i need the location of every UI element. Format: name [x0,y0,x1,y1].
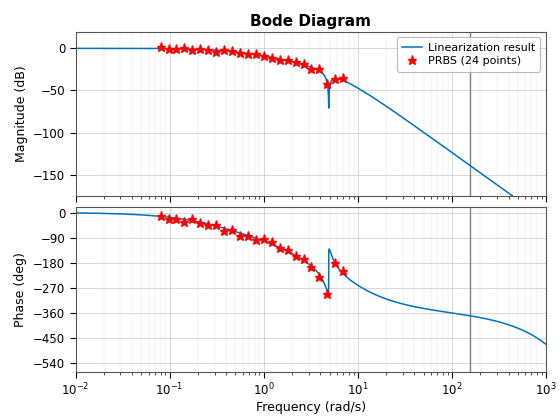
PRBS (24 points) [173,46,180,51]
Linearization result [72,46,79,51]
PRBS (24 points) [189,47,195,52]
Line: Linearization result: Linearization result [76,48,546,220]
Legend: Linearization result, PRBS (24 points): Linearization result, PRBS (24 points) [396,37,540,71]
PRBS (24 points) [316,67,323,72]
PRBS (24 points) [181,46,188,51]
PRBS (24 points) [340,76,347,81]
PRBS (24 points) [324,81,331,87]
Linearization result [459,158,466,163]
PRBS (24 points) [308,66,315,71]
Linearization result [423,132,430,137]
PRBS (24 points) [260,54,267,59]
PRBS (24 points) [237,50,244,55]
Y-axis label: Magnitude (dB): Magnitude (dB) [15,65,27,162]
PRBS (24 points) [276,58,283,63]
PRBS (24 points) [268,55,275,60]
Linearization result [378,100,385,105]
PRBS (24 points) [205,47,212,52]
PRBS (24 points) [228,48,235,53]
PRBS (24 points) [157,44,164,49]
Linearization result [543,218,549,223]
PRBS (24 points) [213,50,220,55]
PRBS (24 points) [300,62,307,67]
PRBS (24 points) [221,47,227,52]
Linearization result [252,52,259,57]
Linearization result [158,46,165,51]
PRBS (24 points) [245,51,251,56]
X-axis label: Frequency (rad/s): Frequency (rad/s) [256,402,366,415]
Linearization result [354,86,361,91]
Line: PRBS (24 points): PRBS (24 points) [156,42,348,88]
PRBS (24 points) [332,76,339,81]
PRBS (24 points) [253,52,259,57]
PRBS (24 points) [284,58,291,63]
Y-axis label: Phase (deg): Phase (deg) [15,252,27,327]
Title: Bode Diagram: Bode Diagram [250,14,371,29]
PRBS (24 points) [165,47,172,52]
PRBS (24 points) [292,60,299,65]
PRBS (24 points) [197,47,204,52]
